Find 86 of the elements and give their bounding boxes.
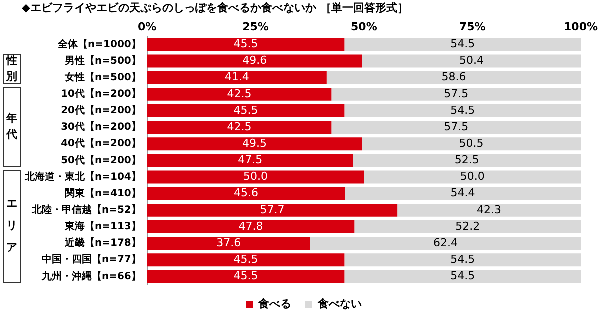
text: エリア xyxy=(6,196,18,256)
bar xyxy=(147,220,355,234)
y-tick-label: 北陸・甲信越【n=52】 xyxy=(30,204,142,216)
data-label: 47.8 xyxy=(238,220,264,233)
bar xyxy=(147,71,327,84)
bar xyxy=(147,104,345,118)
y-tick-label: 20代【n=200】 xyxy=(61,104,142,117)
bar xyxy=(310,237,582,250)
bar xyxy=(147,187,346,200)
bar xyxy=(147,138,362,151)
y-tick-label: 関東【n=410】 xyxy=(64,187,142,200)
bar xyxy=(344,270,582,284)
text: 性別 xyxy=(6,53,18,86)
bar xyxy=(398,204,582,217)
bar xyxy=(147,204,398,217)
data-label: 37.6 xyxy=(216,236,242,250)
bar xyxy=(147,237,310,250)
data-label: 41.4 xyxy=(224,70,250,84)
data-label: 50.0 xyxy=(460,170,485,184)
y-tick-label: 10代【n=200】 xyxy=(61,88,142,100)
data-label: 49.5 xyxy=(242,136,267,150)
bar xyxy=(147,38,345,52)
data-label: 47.5 xyxy=(238,154,263,167)
data-label: 45.5 xyxy=(234,253,258,266)
data-label: 45.5 xyxy=(234,104,258,117)
y-tick-label: 40代【n=200】 xyxy=(61,138,142,150)
data-label: 57.5 xyxy=(444,87,469,100)
data-label: 50.4 xyxy=(459,54,484,68)
bar xyxy=(332,121,582,134)
y-tick-label: 男性【n=500】 xyxy=(64,54,142,67)
y-tick-label: 九州・沖縄【n=66】 xyxy=(40,270,142,282)
bar xyxy=(344,104,582,118)
bar xyxy=(326,71,582,84)
bar xyxy=(354,220,582,234)
bar xyxy=(344,254,582,267)
data-label: 45.5 xyxy=(234,270,258,283)
data-label: 50.5 xyxy=(459,136,484,150)
data-label: 52.2 xyxy=(456,220,480,233)
data-label: 58.6 xyxy=(442,70,466,84)
data-label: 57.5 xyxy=(444,120,469,134)
bar xyxy=(364,170,582,184)
bar xyxy=(147,170,364,184)
legend-label: 食べる xyxy=(258,297,292,310)
data-label: 54.5 xyxy=(450,270,476,283)
x-tick-label: 75% xyxy=(459,20,486,34)
bar xyxy=(147,270,345,284)
x-tick-label: 50% xyxy=(351,20,378,34)
y-tick-label: 中国・四国【n=77】 xyxy=(42,254,142,266)
data-label: 45.6 xyxy=(234,186,258,200)
data-label: 54.4 xyxy=(450,186,476,200)
chart-title: ◆エビフライやエビの天ぷらのしっぽを食べるか食べないか ［単一回答形式］ xyxy=(22,1,408,14)
x-tick-label: 100% xyxy=(564,20,598,34)
data-label: 52.5 xyxy=(454,154,480,167)
y-tick-label: 全体【n=1000】 xyxy=(57,38,142,50)
y-tick-label: 30代【n=200】 xyxy=(61,121,142,134)
data-label: 42.3 xyxy=(477,203,502,216)
y-tick-label: 東海【n=113】 xyxy=(64,220,142,233)
data-label: 49.6 xyxy=(242,54,268,68)
legend-label: 食べない xyxy=(317,297,362,310)
data-label: 54.5 xyxy=(450,253,476,266)
y-tick-label: 近畿【n=178】 xyxy=(64,237,142,250)
text: 年代 xyxy=(6,111,18,144)
y-tick-label: 女性【n=500】 xyxy=(64,71,142,84)
data-label: 42.5 xyxy=(227,120,252,134)
bar xyxy=(147,154,354,168)
bar xyxy=(362,138,582,151)
data-label: 50.0 xyxy=(244,170,268,184)
data-label: 42.5 xyxy=(227,87,252,100)
bar xyxy=(332,88,582,101)
y-tick-label: 北海道・東北【n=104】 xyxy=(24,170,142,183)
y-tick-label: 50代【n=200】 xyxy=(61,154,142,166)
data-label: 45.5 xyxy=(234,38,258,51)
bar xyxy=(147,121,332,134)
bar xyxy=(362,54,582,68)
bar xyxy=(147,88,332,101)
bar xyxy=(353,154,582,168)
data-label: 54.5 xyxy=(450,38,476,51)
bar xyxy=(147,54,362,68)
bar xyxy=(345,187,582,200)
bar xyxy=(344,38,582,52)
data-label: 57.7 xyxy=(260,203,285,216)
data-label: 54.5 xyxy=(450,104,476,117)
x-tick-label: 25% xyxy=(242,20,269,34)
bar xyxy=(147,254,345,267)
x-tick-label: 0% xyxy=(138,20,157,34)
data-label: 62.4 xyxy=(433,236,458,250)
